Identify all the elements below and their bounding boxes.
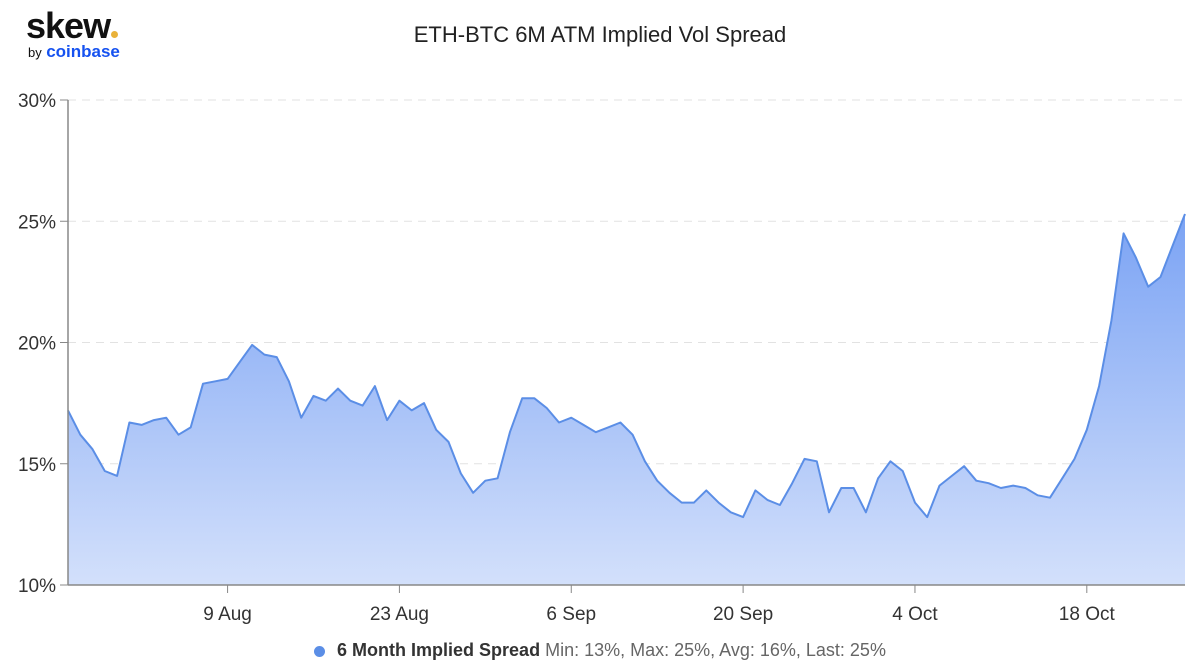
y-tick-label: 25% bbox=[18, 212, 56, 233]
y-tick-label: 30% bbox=[18, 91, 56, 112]
x-tick-label: 9 Aug bbox=[203, 604, 252, 625]
logo-by: by bbox=[28, 45, 42, 60]
y-tick-label: 10% bbox=[18, 576, 56, 597]
skew-logo: skew by coinbase bbox=[26, 8, 136, 68]
y-tick-label: 15% bbox=[18, 455, 56, 476]
legend-marker-icon bbox=[314, 645, 326, 657]
logo-coinbase: coinbase bbox=[46, 42, 120, 61]
legend-series-name: 6 Month Implied Spread bbox=[337, 640, 541, 660]
legend[interactable]: 6 Month Implied Spread Min: 13%, Max: 25… bbox=[0, 640, 1200, 661]
x-tick-label: 23 Aug bbox=[370, 604, 429, 625]
x-tick-label: 20 Sep bbox=[713, 604, 773, 625]
x-tick-label: 4 Oct bbox=[892, 604, 938, 625]
x-tick-label: 6 Sep bbox=[546, 604, 596, 625]
series-line bbox=[67, 213, 1186, 519]
logo-dot bbox=[111, 31, 119, 38]
y-tick-label: 20% bbox=[18, 334, 56, 355]
series-area bbox=[68, 214, 1185, 585]
x-tick-label: 18 Oct bbox=[1059, 604, 1116, 625]
logo-wordmark: skew bbox=[26, 5, 111, 46]
legend-stats: Min: 13%, Max: 25%, Avg: 16%, Last: 25% bbox=[545, 640, 886, 660]
chart-title: ETH-BTC 6M ATM Implied Vol Spread bbox=[413, 22, 787, 47]
